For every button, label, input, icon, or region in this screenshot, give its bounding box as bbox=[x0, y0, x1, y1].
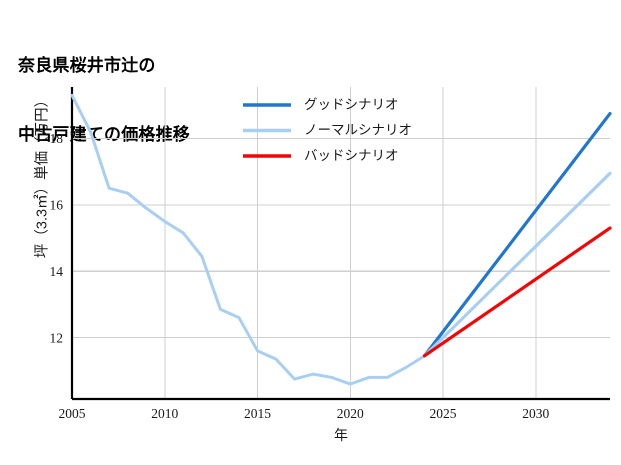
y-tick-label: 12 bbox=[50, 330, 64, 345]
legend-label: ノーマルシナリオ bbox=[304, 123, 412, 138]
series-line-実績 bbox=[70, 93, 426, 386]
gridlines bbox=[72, 87, 610, 399]
x-tick-label: 2005 bbox=[59, 406, 86, 421]
axis-lines bbox=[70, 87, 610, 401]
title-line-1: 奈良県桜井市辻の bbox=[18, 55, 156, 75]
x-tick-label: 2010 bbox=[151, 406, 178, 421]
tick-labels: 12 14 16 18 2005 2010 2015 2020 2025 2030 bbox=[50, 131, 550, 421]
x-axis-title: 年 bbox=[334, 427, 348, 443]
series-line-バッドシナリオ bbox=[422, 226, 612, 358]
y-tick-label: 14 bbox=[50, 264, 64, 279]
series-line-ノーマルシナリオ bbox=[422, 171, 612, 358]
x-tick-label: 2030 bbox=[522, 406, 549, 421]
x-tick-label: 2025 bbox=[430, 406, 457, 421]
legend-label: グッドシナリオ bbox=[304, 97, 399, 112]
data-series bbox=[70, 93, 612, 386]
legend-label: バッドシナリオ bbox=[304, 148, 399, 163]
x-tick-label: 2015 bbox=[244, 406, 271, 421]
x-tick-label: 2020 bbox=[337, 406, 364, 421]
series-line-グッドシナリオ bbox=[422, 111, 612, 358]
y-tick-label: 18 bbox=[50, 131, 64, 146]
y-tick-label: 16 bbox=[50, 198, 64, 213]
